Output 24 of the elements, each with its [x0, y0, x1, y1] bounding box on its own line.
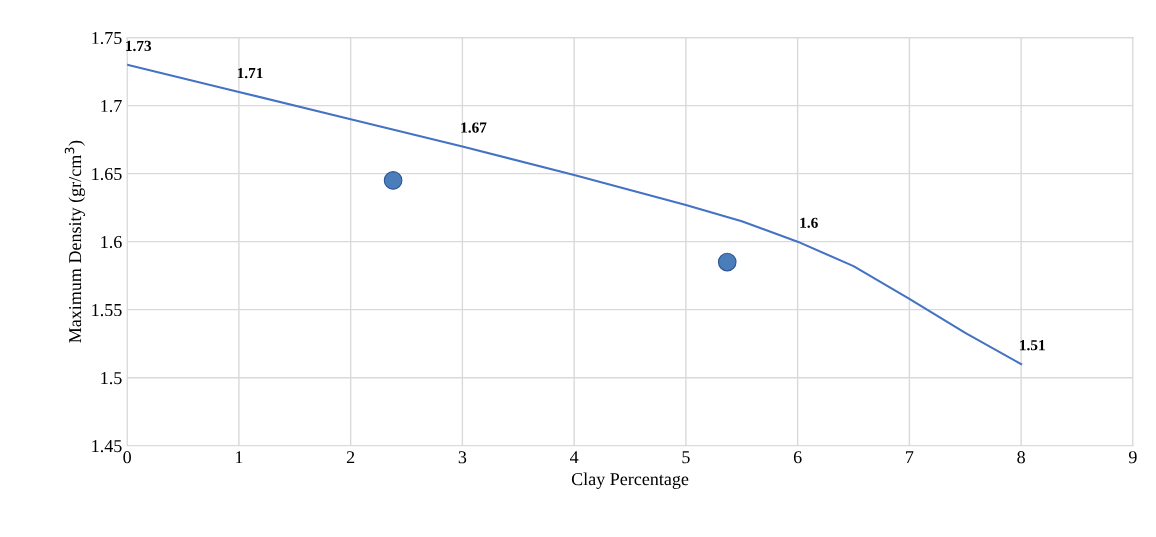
x-tick-label: 8: [1017, 451, 1025, 464]
data-label: 1.73: [126, 40, 152, 52]
x-tick-label: 4: [569, 451, 579, 464]
x-tick-label: 2: [346, 451, 355, 464]
data-label: 1.71: [237, 68, 263, 79]
y-tick-label: 1.65: [92, 167, 122, 181]
x-axis-title: Clay Percentage: [571, 472, 689, 489]
y-tick-label: 1.6: [101, 235, 122, 249]
y-tick-label: 1.7: [101, 99, 122, 113]
x-tick-label: 0: [123, 451, 131, 464]
data-label: 1.67: [461, 122, 487, 133]
x-tick-label: 3: [458, 451, 467, 464]
y-tick-label: 1.5: [101, 372, 122, 385]
x-tick-label: 5: [682, 451, 690, 464]
data-label: 1.51: [1020, 340, 1045, 351]
y-tick-label: 1.75: [92, 31, 122, 45]
x-tick-label: 9: [1128, 451, 1137, 464]
x-tick-label: 6: [793, 451, 802, 464]
y-tick-label: 1.45: [92, 440, 122, 453]
y-tick-label: 1.55: [92, 304, 122, 317]
x-tick-label: 7: [906, 451, 914, 464]
data-label: 1.6: [800, 217, 818, 228]
y-axis-title: Maximum Density (gr/cm$^{3}$): [64, 140, 85, 343]
x-tick-label: 1: [235, 451, 243, 464]
